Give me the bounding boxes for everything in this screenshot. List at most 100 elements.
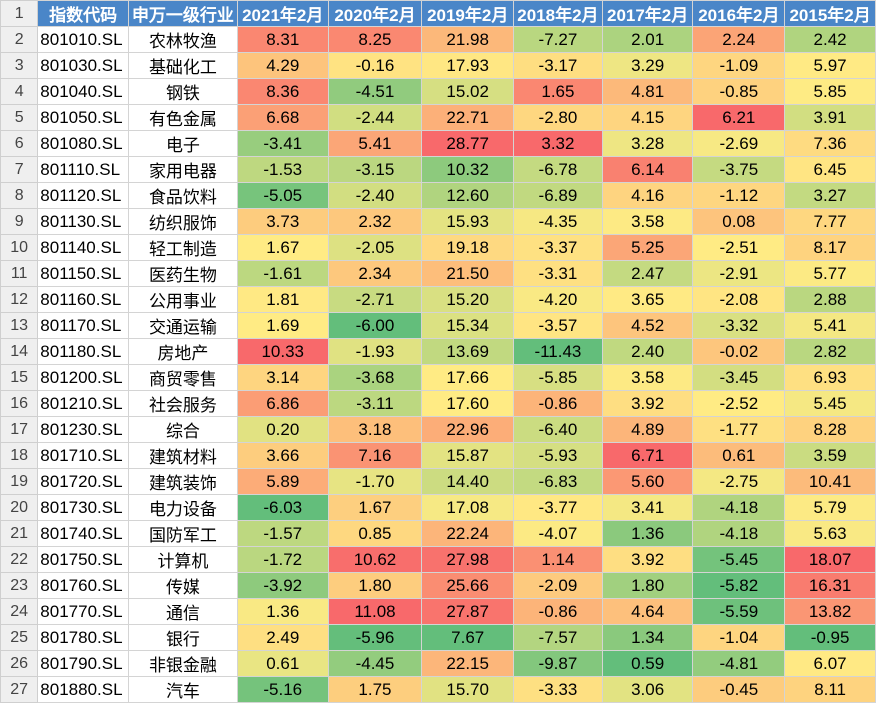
value-cell[interactable]: 3.28 xyxy=(601,130,694,157)
index-code-cell[interactable]: 801880.SL xyxy=(37,676,130,703)
industry-name-cell[interactable]: 建筑装饰 xyxy=(128,468,238,495)
value-cell[interactable]: -4.45 xyxy=(327,650,423,677)
row-number[interactable]: 16 xyxy=(0,390,39,417)
industry-name-cell[interactable]: 交通运输 xyxy=(128,312,238,339)
industry-name-cell[interactable]: 汽车 xyxy=(128,676,238,703)
index-code-cell[interactable]: 801750.SL xyxy=(37,546,130,573)
value-cell[interactable]: -2.09 xyxy=(513,572,603,599)
value-cell[interactable]: -3.37 xyxy=(513,234,603,261)
value-cell[interactable]: 1.67 xyxy=(236,234,329,261)
value-cell[interactable]: 1.80 xyxy=(327,572,423,599)
index-code-cell[interactable]: 801720.SL xyxy=(37,468,130,495)
industry-name-cell[interactable]: 建筑材料 xyxy=(128,442,238,469)
value-cell[interactable]: 1.67 xyxy=(327,494,423,521)
value-cell[interactable]: -4.07 xyxy=(513,520,603,547)
value-cell[interactable]: -0.86 xyxy=(513,598,603,625)
value-cell[interactable]: 6.07 xyxy=(784,650,876,677)
value-cell[interactable]: 3.06 xyxy=(601,676,694,703)
industry-name-cell[interactable]: 非银金融 xyxy=(128,650,238,677)
value-cell[interactable]: 3.91 xyxy=(784,104,876,131)
header-cell-2019-feb[interactable]: 2019年2月 xyxy=(421,0,515,27)
value-cell[interactable]: 28.77 xyxy=(421,130,515,157)
industry-name-cell[interactable]: 社会服务 xyxy=(128,390,238,417)
value-cell[interactable]: 0.61 xyxy=(692,442,786,469)
value-cell[interactable]: 3.27 xyxy=(784,182,876,209)
value-cell[interactable]: 10.32 xyxy=(421,156,515,183)
value-cell[interactable]: 6.45 xyxy=(784,156,876,183)
value-cell[interactable]: -3.31 xyxy=(513,260,603,287)
value-cell[interactable]: 4.16 xyxy=(601,182,694,209)
row-number[interactable]: 27 xyxy=(0,676,39,703)
value-cell[interactable]: 2.49 xyxy=(236,624,329,651)
value-cell[interactable]: -5.45 xyxy=(692,546,786,573)
industry-name-cell[interactable]: 电子 xyxy=(128,130,238,157)
value-cell[interactable]: 2.24 xyxy=(692,26,786,53)
row-number[interactable]: 6 xyxy=(0,130,39,157)
value-cell[interactable]: -1.77 xyxy=(692,416,786,443)
row-number[interactable]: 21 xyxy=(0,520,39,547)
value-cell[interactable]: -7.27 xyxy=(513,26,603,53)
value-cell[interactable]: -4.81 xyxy=(692,650,786,677)
value-cell[interactable]: -5.85 xyxy=(513,364,603,391)
value-cell[interactable]: 5.77 xyxy=(784,260,876,287)
row-number[interactable]: 15 xyxy=(0,364,39,391)
value-cell[interactable]: -11.43 xyxy=(513,338,603,365)
industry-name-cell[interactable]: 通信 xyxy=(128,598,238,625)
industry-name-cell[interactable]: 基础化工 xyxy=(128,52,238,79)
value-cell[interactable]: -3.45 xyxy=(692,364,786,391)
index-code-cell[interactable]: 801170.SL xyxy=(37,312,130,339)
value-cell[interactable]: -3.17 xyxy=(513,52,603,79)
value-cell[interactable]: 4.15 xyxy=(601,104,694,131)
index-code-cell[interactable]: 801230.SL xyxy=(37,416,130,443)
industry-name-cell[interactable]: 银行 xyxy=(128,624,238,651)
value-cell[interactable]: 5.41 xyxy=(784,312,876,339)
value-cell[interactable]: 2.47 xyxy=(601,260,694,287)
value-cell[interactable]: 15.20 xyxy=(421,286,515,313)
value-cell[interactable]: -4.20 xyxy=(513,286,603,313)
value-cell[interactable]: -1.93 xyxy=(327,338,423,365)
industry-name-cell[interactable]: 钢铁 xyxy=(128,78,238,105)
index-code-cell[interactable]: 801200.SL xyxy=(37,364,130,391)
value-cell[interactable]: -1.04 xyxy=(692,624,786,651)
value-cell[interactable]: -5.59 xyxy=(692,598,786,625)
row-number[interactable]: 26 xyxy=(0,650,39,677)
index-code-cell[interactable]: 801110.SL xyxy=(37,156,130,183)
value-cell[interactable]: -7.57 xyxy=(513,624,603,651)
row-number[interactable]: 4 xyxy=(0,78,39,105)
header-cell-index-code[interactable]: 指数代码 xyxy=(37,0,130,27)
value-cell[interactable]: 12.60 xyxy=(421,182,515,209)
value-cell[interactable]: -6.89 xyxy=(513,182,603,209)
value-cell[interactable]: 21.50 xyxy=(421,260,515,287)
value-cell[interactable]: -0.86 xyxy=(513,390,603,417)
row-number[interactable]: 17 xyxy=(0,416,39,443)
value-cell[interactable]: -5.05 xyxy=(236,182,329,209)
value-cell[interactable]: 0.08 xyxy=(692,208,786,235)
value-cell[interactable]: -2.51 xyxy=(692,234,786,261)
value-cell[interactable]: -4.35 xyxy=(513,208,603,235)
row-number[interactable]: 25 xyxy=(0,624,39,651)
value-cell[interactable]: 8.17 xyxy=(784,234,876,261)
value-cell[interactable]: 22.71 xyxy=(421,104,515,131)
industry-name-cell[interactable]: 传媒 xyxy=(128,572,238,599)
index-code-cell[interactable]: 801770.SL xyxy=(37,598,130,625)
industry-name-cell[interactable]: 商贸零售 xyxy=(128,364,238,391)
industry-name-cell[interactable]: 电力设备 xyxy=(128,494,238,521)
value-cell[interactable]: 7.16 xyxy=(327,442,423,469)
value-cell[interactable]: 2.82 xyxy=(784,338,876,365)
value-cell[interactable]: 15.87 xyxy=(421,442,515,469)
index-code-cell[interactable]: 801790.SL xyxy=(37,650,130,677)
industry-name-cell[interactable]: 国防军工 xyxy=(128,520,238,547)
value-cell[interactable]: 1.65 xyxy=(513,78,603,105)
row-number[interactable]: 1 xyxy=(0,0,39,27)
value-cell[interactable]: 1.69 xyxy=(236,312,329,339)
value-cell[interactable]: -2.44 xyxy=(327,104,423,131)
value-cell[interactable]: 17.08 xyxy=(421,494,515,521)
value-cell[interactable]: -0.45 xyxy=(692,676,786,703)
value-cell[interactable]: -4.18 xyxy=(692,494,786,521)
value-cell[interactable]: 3.58 xyxy=(601,208,694,235)
value-cell[interactable]: 3.18 xyxy=(327,416,423,443)
index-code-cell[interactable]: 801760.SL xyxy=(37,572,130,599)
value-cell[interactable]: 8.11 xyxy=(784,676,876,703)
header-cell-2017-feb[interactable]: 2017年2月 xyxy=(601,0,694,27)
value-cell[interactable]: 17.93 xyxy=(421,52,515,79)
